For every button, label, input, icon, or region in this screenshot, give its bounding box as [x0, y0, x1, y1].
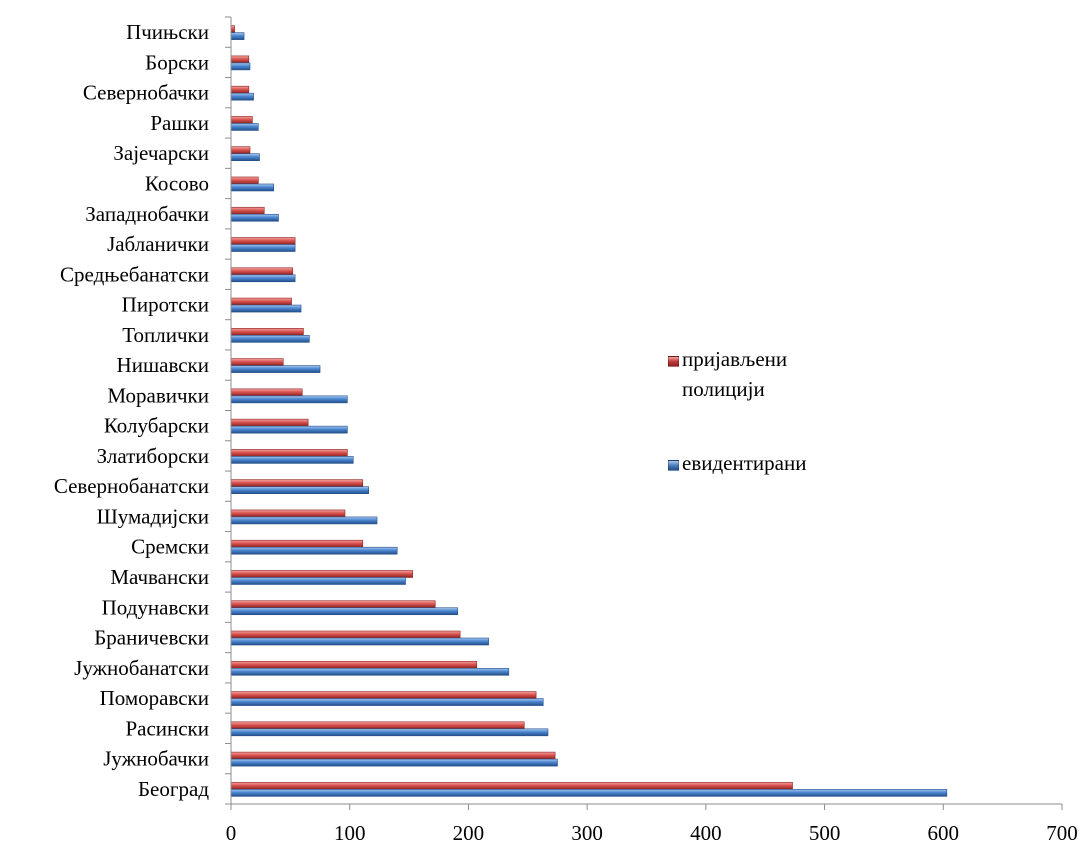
bar-prijavljeni-13: [230, 388, 303, 397]
bar-evidentirani-15: [230, 335, 310, 343]
bar-evidentirani-16: [230, 304, 302, 313]
bar-prijavljeni-19: [230, 206, 265, 215]
bar-prijavljeni-10: [230, 479, 364, 487]
bar-evidentirani-4: [230, 667, 510, 676]
bar-prijavljeni-3: [230, 691, 537, 699]
bar-prijavljeni-1: [230, 751, 556, 760]
legend-label-prijavljeni: пријављени полицији: [682, 347, 788, 401]
bar-prijavljeni-8: [230, 539, 364, 548]
bar-evidentirani-11: [230, 456, 354, 464]
legend-item-evidentirani: евидентирани: [668, 451, 806, 478]
bar-evidentirani-22: [230, 123, 259, 131]
bar-prijavljeni-4: [230, 660, 478, 669]
bar-evidentirani-0: [230, 789, 948, 797]
x-tick-label: 0: [226, 821, 237, 845]
bar-prijavljeni-7: [230, 570, 413, 578]
category-label: Шумадијски: [97, 504, 209, 528]
category-label: Расински: [125, 716, 209, 740]
bar-evidentirani-19: [230, 213, 279, 222]
bar-evidentirani-5: [230, 637, 489, 646]
x-tick-label: 500: [809, 821, 841, 845]
bar-evidentirani-9: [230, 516, 378, 525]
bar-evidentirani-24: [230, 62, 251, 71]
bar-evidentirani-1: [230, 758, 558, 767]
bar-prijavljeni-6: [230, 600, 436, 609]
bar-evidentirani-7: [230, 577, 406, 585]
category-label: Пиротски: [122, 293, 209, 317]
category-label: Поморавски: [100, 686, 209, 710]
bar-evidentirani-18: [230, 244, 296, 252]
bars-layer: [230, 25, 948, 797]
category-label: Западнобачки: [85, 202, 209, 226]
x-tick-label: 400: [690, 821, 722, 845]
x-tick-label: 100: [334, 821, 366, 845]
bar-evidentirani-3: [230, 698, 544, 706]
legend-label-evidentirani: евидентирани: [682, 451, 807, 475]
bar-evidentirani-8: [230, 546, 398, 555]
bar-prijavljeni-14: [230, 358, 284, 366]
bar-prijavljeni-2: [230, 721, 525, 730]
bar-prijavljeni-15: [230, 328, 304, 336]
category-label: Севернобанатски: [54, 474, 209, 498]
bar-evidentirani-10: [230, 486, 370, 494]
category-label: Колубарски: [104, 414, 209, 438]
bar-prijavljeni-5: [230, 630, 461, 639]
category-label: Севернобачки: [83, 81, 209, 105]
category-label: Сремски: [131, 535, 209, 559]
legend-swatch-red-icon: [668, 356, 679, 367]
category-label: Зајечарски: [113, 141, 209, 165]
legend-swatch-blue-icon: [668, 460, 679, 471]
bar-prijavljeni-18: [230, 237, 296, 245]
bar-prijavljeni-24: [230, 55, 250, 64]
bar-prijavljeni-17: [230, 267, 294, 276]
bar-prijavljeni-11: [230, 449, 348, 457]
category-label: Борски: [145, 50, 209, 74]
category-label: Златиборски: [97, 444, 209, 468]
bar-evidentirani-20: [230, 183, 275, 192]
category-label: Подунавски: [102, 595, 209, 619]
bar-prijavljeni-21: [230, 146, 251, 155]
category-label: Браничевски: [94, 626, 209, 650]
category-label: Рашки: [150, 111, 209, 135]
category-label: Јужнобанатски: [74, 656, 209, 680]
category-label: Косово: [145, 171, 209, 195]
category-label: Београд: [138, 777, 209, 801]
bar-evidentirani-13: [230, 395, 348, 404]
bar-prijavljeni-16: [230, 297, 292, 306]
x-tick-label: 300: [571, 821, 603, 845]
x-tick-label: 600: [928, 821, 960, 845]
category-label: Средњебанатски: [60, 262, 209, 286]
category-label: Нишавски: [117, 353, 209, 377]
bar-evidentirani-2: [230, 728, 549, 737]
category-label: Јужнобачки: [103, 747, 209, 771]
bar-prijavljeni-20: [230, 176, 259, 185]
legend-item-prijavljeni: пријављени полицији: [668, 347, 862, 404]
bar-prijavljeni-0: [230, 782, 793, 790]
bar-prijavljeni-23: [230, 85, 250, 94]
bar-prijavljeni-22: [230, 116, 253, 124]
category-label: Моравички: [107, 383, 209, 407]
x-tick-label: 700: [1046, 821, 1078, 845]
bar-prijavljeni-25: [230, 25, 235, 33]
category-label: Топлички: [122, 323, 209, 347]
bar-evidentirani-23: [230, 92, 254, 101]
x-tick-label: 200: [453, 821, 485, 845]
axes-layer: Београд Јужнобачки Расински Поморавски Јужно…: [54, 16, 1078, 845]
bar-evidentirani-6: [230, 607, 459, 616]
category-label: Пчињски: [126, 20, 209, 44]
bar-evidentirani-21: [230, 153, 260, 162]
bar-prijavljeni-12: [230, 418, 309, 427]
bar-evidentirani-14: [230, 365, 321, 373]
bar-prijavljeni-9: [230, 509, 346, 518]
category-label: Мачвански: [110, 565, 209, 589]
category-label: Јабланички: [107, 232, 209, 256]
bar-evidentirani-12: [230, 425, 348, 434]
bar-evidentirani-25: [230, 32, 245, 40]
bar-evidentirani-17: [230, 274, 296, 283]
